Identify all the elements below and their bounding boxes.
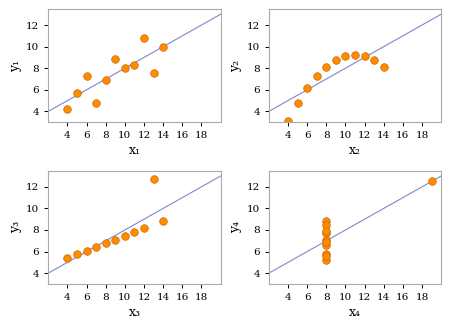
Point	[64, 256, 71, 261]
X-axis label: x₁: x₁	[128, 144, 140, 157]
Point	[131, 62, 138, 67]
Point	[284, 118, 292, 124]
Point	[323, 64, 330, 69]
Point	[313, 73, 320, 79]
Point	[112, 237, 119, 242]
Point	[351, 52, 359, 57]
Point	[361, 53, 368, 59]
Point	[122, 65, 129, 71]
Point	[73, 91, 81, 96]
Point	[323, 252, 330, 257]
Point	[323, 218, 330, 224]
Point	[112, 57, 119, 62]
Point	[102, 241, 109, 246]
X-axis label: x₂: x₂	[349, 144, 361, 157]
Point	[150, 176, 157, 181]
Point	[64, 106, 71, 111]
X-axis label: x₄: x₄	[349, 306, 361, 319]
Point	[332, 57, 339, 63]
Point	[83, 74, 90, 79]
Point	[323, 231, 330, 236]
Y-axis label: y₃: y₃	[9, 221, 22, 233]
Point	[160, 218, 167, 224]
Point	[150, 70, 157, 75]
Point	[428, 179, 435, 184]
Point	[323, 222, 330, 228]
Point	[342, 53, 349, 58]
Y-axis label: y₁: y₁	[9, 59, 22, 72]
Point	[323, 243, 330, 248]
X-axis label: x₃: x₃	[128, 306, 140, 319]
Point	[323, 257, 330, 262]
Point	[93, 100, 100, 105]
Point	[83, 248, 90, 253]
Point	[73, 252, 81, 257]
Point	[160, 45, 167, 50]
Point	[323, 228, 330, 234]
Point	[140, 226, 148, 231]
Point	[323, 239, 330, 245]
Point	[131, 229, 138, 235]
Point	[323, 254, 330, 259]
Point	[294, 101, 301, 106]
Point	[380, 65, 387, 70]
Point	[304, 86, 311, 91]
Point	[93, 244, 100, 250]
Point	[102, 77, 109, 82]
Y-axis label: y₂: y₂	[230, 59, 243, 72]
Point	[370, 58, 378, 63]
Point	[323, 238, 330, 243]
Point	[140, 35, 148, 40]
Y-axis label: y₄: y₄	[230, 221, 243, 233]
Point	[122, 233, 129, 238]
